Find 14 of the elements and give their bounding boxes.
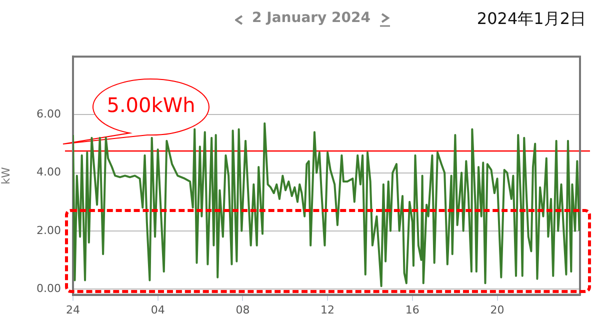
x-tick-label: 20 (490, 303, 504, 316)
ref-line-label: 5.00kWh (106, 93, 196, 118)
y-tick-label: 2.00 (36, 224, 61, 237)
y-tick-label: 4.00 (36, 166, 61, 179)
chart-title: 2 January 2024 (252, 10, 371, 26)
x-tick-label: 08 (236, 303, 250, 316)
y-tick-label: 6.00 (36, 108, 61, 121)
y-axis-title: kW (0, 166, 12, 184)
x-tick-label: 16 (405, 303, 420, 316)
x-tick-label: 24 (66, 303, 80, 316)
chart-subtitle: 2024年1月2日 (476, 9, 586, 30)
y-tick-label: 0.00 (36, 282, 61, 295)
x-tick-label: 04 (150, 303, 165, 316)
x-tick-label: 12 (320, 303, 335, 316)
